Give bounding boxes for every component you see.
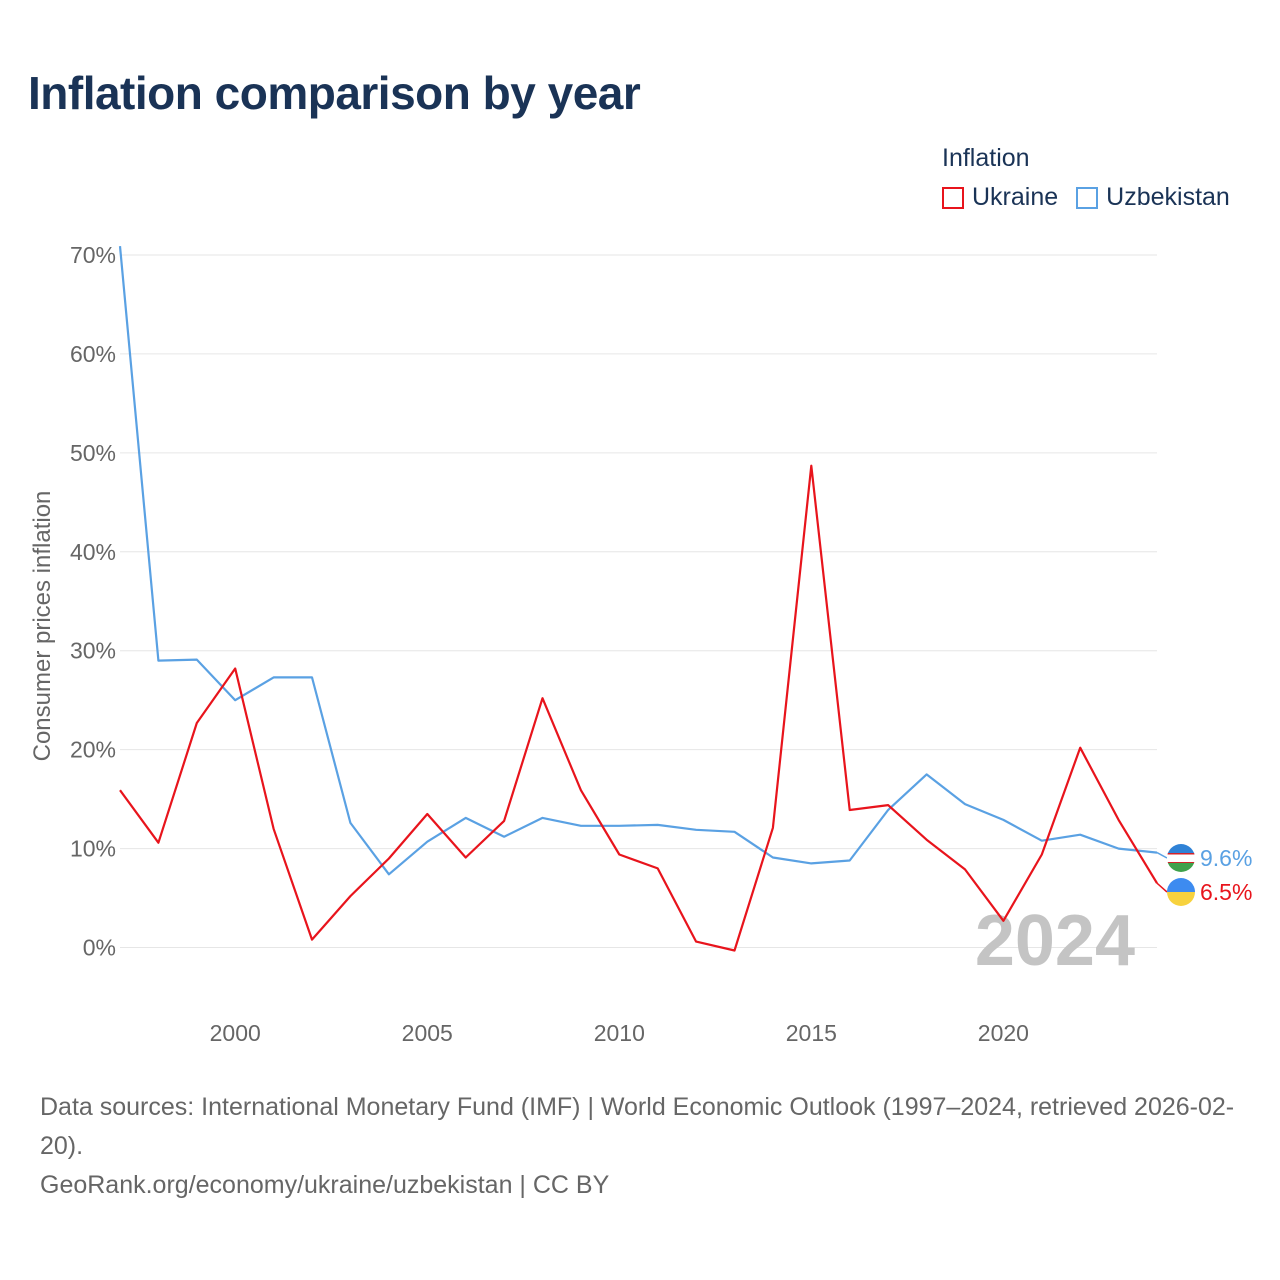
legend-swatch-ukraine [942,186,964,209]
y-tick-label: 70% [70,242,116,268]
x-tick-label: 2010 [594,1020,645,1046]
y-tick-label: 30% [70,638,116,664]
y-tick-label: 0% [83,935,116,961]
chart-title: Inflation comparison by year [28,67,641,119]
line-chart: 0% 10% 20% 30% 40% 50% 60% 70% 2000 2005 2010 2015 2… [29,242,1252,1046]
y-axis-label: Consumer prices inflation [29,491,56,762]
legend-item-ukraine[interactable]: Ukraine [942,183,1058,212]
y-tick-label: 50% [70,440,116,466]
footer-sources: Data sources: International Monetary Fun… [40,1093,1235,1160]
x-tick-label: 2015 [786,1020,837,1046]
footer: Data sources: International Monetary Fun… [40,1088,1250,1205]
x-tick-label: 2000 [210,1020,261,1046]
year-watermark: 2024 [975,901,1135,981]
end-value-label-uzbekistan: 9.6% [1200,845,1252,871]
y-tick-label: 60% [70,341,116,367]
y-tick-label: 20% [70,737,116,763]
footer-credit[interactable]: GeoRank.org/economy/ukraine/uzbekistan |… [40,1171,610,1199]
flag-band-white [1167,854,1195,863]
flag-band-blue [1167,844,1195,854]
end-connector [1156,882,1168,893]
legend-swatch-uzbekistan [1076,186,1099,209]
legend: Inflation Ukraine Uzbekistan [942,144,1230,212]
legend-label-uzbekistan: Uzbekistan [1106,183,1230,211]
x-tick-label: 2005 [402,1020,453,1046]
flag-uzbekistan-icon [1167,844,1195,872]
flag-stripe-red [1167,853,1195,855]
legend-label-ukraine: Ukraine [972,183,1059,211]
series-line-uzbekistan [118,245,1158,876]
end-value-label-ukraine: 6.5% [1200,879,1252,905]
flag-band-green [1167,863,1195,872]
flag-ukraine-icon-lower [1167,892,1195,906]
flag-ukraine-icon [1167,878,1195,892]
series-line-ukraine [119,464,1158,952]
flag-stripe-red [1167,862,1195,864]
end-marker-uzbekistan: 9.6% [1156,844,1252,872]
x-tick-label: 2020 [978,1020,1029,1046]
legend-item-uzbekistan[interactable]: Uzbekistan [1076,183,1230,212]
y-tick-label: 40% [70,539,116,565]
y-tick-label: 10% [70,836,116,862]
end-marker-ukraine: 6.5% [1156,878,1252,906]
end-connector [1156,851,1168,859]
legend-title: Inflation [942,144,1030,172]
